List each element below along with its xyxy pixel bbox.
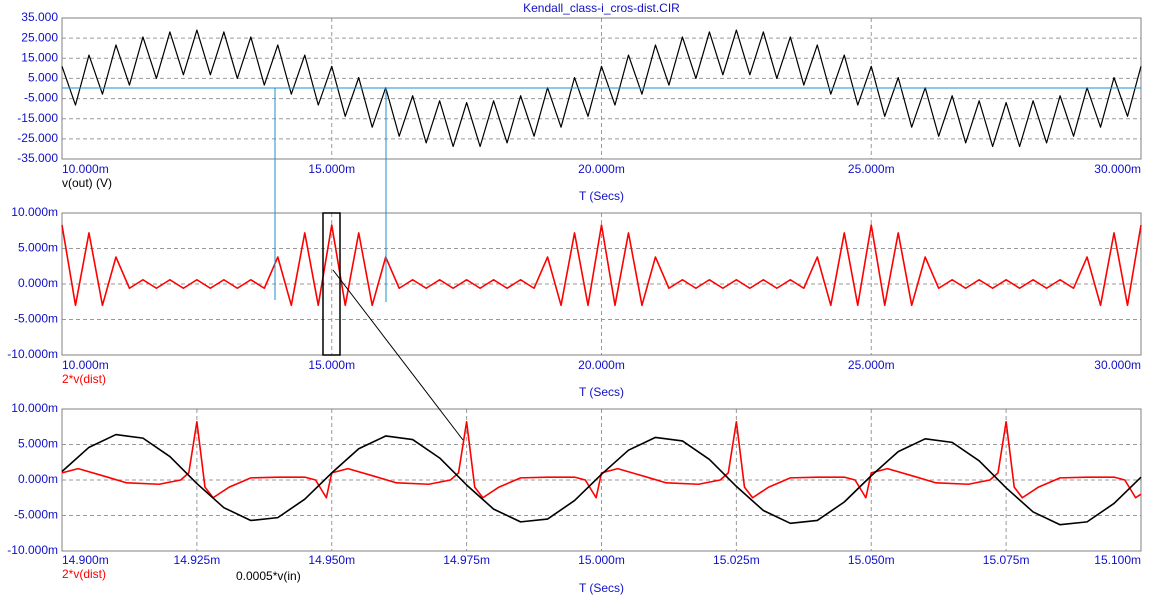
x-tick-label: 20.000m [578, 358, 625, 372]
y-tick-label: 15.000 [21, 50, 58, 64]
x-axis-label: T (Secs) [579, 189, 624, 203]
y-tick-label: -10.000m [7, 543, 58, 557]
x-tick-label: 15.000m [578, 553, 625, 567]
zoom-box [322, 212, 341, 356]
x-tick-label: 15.075m [983, 553, 1030, 567]
series-line [61, 29, 1142, 148]
x-tick-label: 20.000m [578, 162, 625, 176]
x-tick-label: 15.000m [308, 162, 355, 176]
x-tick-label: 25.000m [848, 358, 895, 372]
y-tick-label: 0.000m [18, 472, 58, 486]
series-line [61, 224, 1142, 307]
x-tick-label: 14.900m [62, 553, 109, 567]
series-line [61, 420, 1142, 499]
x-tick-label: 25.000m [848, 162, 895, 176]
x-tick-label: 14.975m [443, 553, 490, 567]
chart-title: Kendall_class-i_cros-dist.CIR [523, 1, 680, 15]
legend-entry: 2*v(dist) [62, 567, 106, 581]
y-tick-label: -5.000m [14, 312, 58, 326]
y-tick-label: 5.000m [18, 437, 58, 451]
cursors [62, 87, 1141, 441]
plots: Kendall_class-i_cros-dist.CIR 35.000 25.00… [7, 1, 1142, 595]
y-tick-label: 35.000 [21, 10, 58, 24]
x-tick-label: 14.950m [308, 553, 355, 567]
y-tick-label: 10.000m [11, 401, 58, 415]
y-tick-label: -35.000 [17, 151, 58, 165]
x-tick-label: 10.000m [62, 162, 109, 176]
legend-entry: 0.0005*v(in) [236, 569, 301, 583]
y-tick-label: 5.000m [18, 241, 58, 255]
x-tick-label: 15.025m [713, 553, 760, 567]
plot-frame [61, 408, 1142, 552]
y-tick-label: -5.000m [14, 508, 58, 522]
y-tick-label: 5.000 [28, 71, 58, 85]
x-tick-label: 15.000m [308, 358, 355, 372]
legend-entry: v(out) (V) [62, 176, 112, 190]
y-tick-label: -5.000 [24, 91, 58, 105]
y-tick-label: 0.000m [18, 276, 58, 290]
x-axis-label: T (Secs) [579, 385, 624, 399]
y-tick-label: 25.000 [21, 30, 58, 44]
x-tick-label: 30.000m [1094, 162, 1141, 176]
x-axis-label: T (Secs) [579, 581, 624, 595]
x-tick-label: 15.050m [848, 553, 895, 567]
zoom-pointer [332, 269, 464, 441]
x-tick-label: 14.925m [174, 553, 221, 567]
y-tick-label: -25.000 [17, 131, 58, 145]
x-tick-label: 10.000m [62, 358, 109, 372]
y-tick-label: -15.000 [17, 111, 58, 125]
plot-frame [61, 212, 1142, 356]
x-tick-label: 30.000m [1094, 358, 1141, 372]
legend-entry: 2*v(dist) [62, 372, 106, 386]
y-tick-label: 10.000m [11, 205, 58, 219]
x-tick-label: 15.100m [1094, 553, 1141, 567]
y-tick-label: -10.000m [7, 347, 58, 361]
series-line [61, 433, 1142, 526]
